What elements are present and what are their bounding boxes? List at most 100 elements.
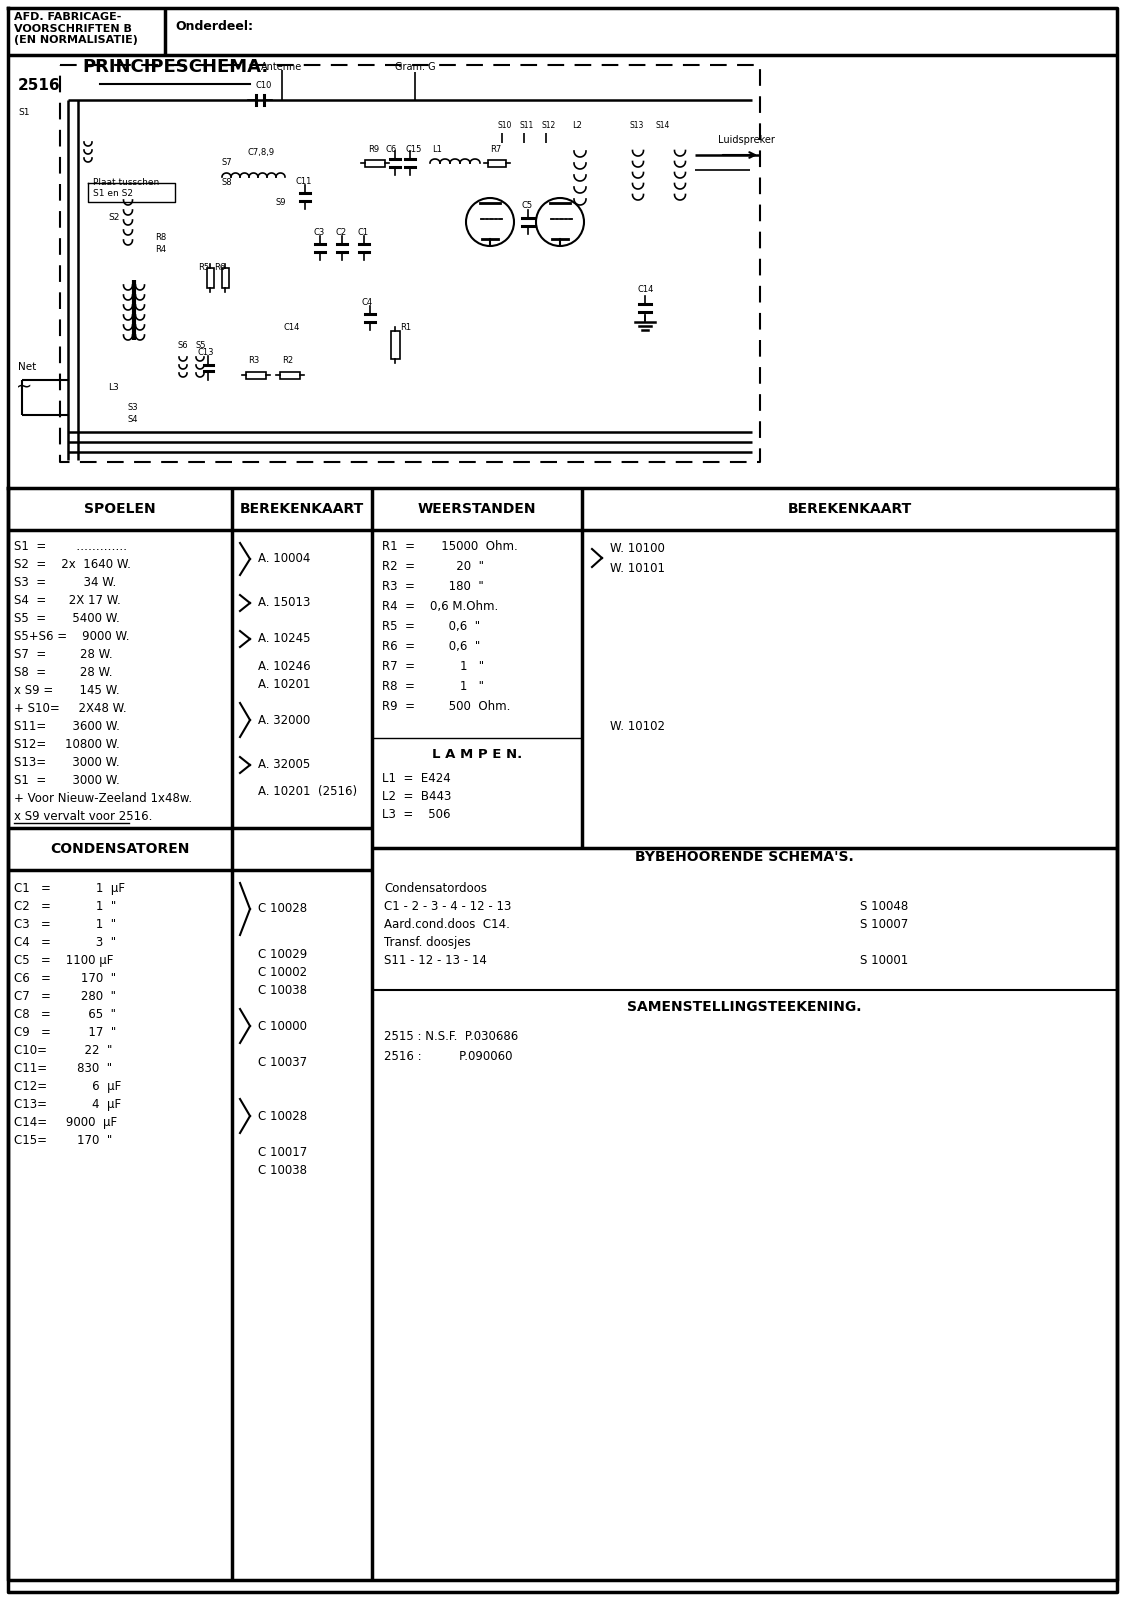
- Text: W. 10100: W. 10100: [610, 541, 665, 555]
- Text: R3  =         180  ": R3 = 180 ": [382, 579, 484, 594]
- Text: C1 - 2 - 3 - 4 - 12 - 13: C1 - 2 - 3 - 4 - 12 - 13: [384, 899, 512, 914]
- Text: L1  =  E424: L1 = E424: [382, 773, 451, 786]
- Text: S1  =        ………….: S1 = ………….: [14, 541, 127, 554]
- Text: C13: C13: [198, 349, 215, 357]
- Text: R9  =         500  Ohm.: R9 = 500 Ohm.: [382, 701, 511, 714]
- Text: S7  =         28 W.: S7 = 28 W.: [14, 648, 113, 661]
- Text: S11: S11: [520, 122, 534, 130]
- Text: R8  =            1   ": R8 = 1 ": [382, 680, 484, 693]
- Text: C6: C6: [385, 146, 396, 154]
- Bar: [222, 267, 228, 288]
- Text: L A M P E N.: L A M P E N.: [432, 749, 522, 762]
- Text: C10: C10: [255, 82, 271, 90]
- Text: C4   =            3  ": C4 = 3 ": [14, 936, 116, 949]
- Text: C3   =            1  ": C3 = 1 ": [14, 918, 116, 931]
- Text: BEREKENKAART: BEREKENKAART: [240, 502, 364, 515]
- Text: C2   =            1  ": C2 = 1 ": [14, 899, 116, 914]
- Text: S12: S12: [542, 122, 556, 130]
- Text: C14=     9000  μF: C14= 9000 μF: [14, 1117, 117, 1130]
- Text: C13=            4  μF: C13= 4 μF: [14, 1098, 122, 1110]
- Text: C 10028: C 10028: [258, 1109, 307, 1123]
- Text: Luidspreker: Luidspreker: [718, 134, 775, 146]
- Text: C11: C11: [296, 178, 313, 186]
- Bar: [246, 371, 266, 379]
- Text: S1  =       3000 W.: S1 = 3000 W.: [14, 774, 119, 787]
- Text: C 10029: C 10029: [258, 947, 307, 960]
- Text: A. 32000: A. 32000: [258, 714, 310, 726]
- Text: R9: R9: [368, 146, 379, 154]
- Text: C15: C15: [405, 146, 422, 154]
- Text: A. 10004: A. 10004: [258, 552, 310, 565]
- Text: S5+S6 =    9000 W.: S5+S6 = 9000 W.: [14, 630, 129, 643]
- Text: C9   =          17  ": C9 = 17 ": [14, 1026, 116, 1038]
- Text: C8   =          65  ": C8 = 65 ": [14, 1008, 116, 1021]
- Text: C 10000: C 10000: [258, 1019, 307, 1032]
- Text: SPOELEN: SPOELEN: [84, 502, 155, 515]
- Text: C4: C4: [362, 298, 374, 307]
- Text: S13: S13: [630, 122, 645, 130]
- Text: S1: S1: [18, 109, 29, 117]
- Text: R1  =       15000  Ohm.: R1 = 15000 Ohm.: [382, 541, 518, 554]
- Text: S6: S6: [178, 341, 189, 350]
- Text: L1: L1: [432, 146, 442, 154]
- Text: S2  =    2x  1640 W.: S2 = 2x 1640 W.: [14, 558, 130, 571]
- Text: + S10=     2X48 W.: + S10= 2X48 W.: [14, 702, 127, 715]
- Text: C3: C3: [313, 227, 324, 237]
- Text: C7   =        280  ": C7 = 280 ": [14, 990, 116, 1003]
- Text: S9: S9: [274, 198, 286, 206]
- Text: S3: S3: [128, 403, 138, 411]
- Text: C1: C1: [357, 227, 368, 237]
- Text: A. 10201  (2516): A. 10201 (2516): [258, 786, 357, 798]
- Text: C7,8,9: C7,8,9: [248, 149, 276, 157]
- Text: S8: S8: [222, 178, 233, 187]
- Text: C6   =        170  ": C6 = 170 ": [14, 971, 116, 986]
- Text: R2  =           20  ": R2 = 20 ": [382, 560, 484, 573]
- Bar: [364, 160, 385, 166]
- Text: A. 10245: A. 10245: [258, 632, 310, 645]
- Text: S 10007: S 10007: [860, 918, 908, 931]
- Text: A. 32005: A. 32005: [258, 758, 310, 771]
- Text: CONDENSATOREN: CONDENSATOREN: [51, 842, 190, 856]
- Text: L3: L3: [108, 382, 119, 392]
- Text: A. 15013: A. 15013: [258, 597, 310, 610]
- Text: S4  =      2X 17 W.: S4 = 2X 17 W.: [14, 594, 120, 606]
- Text: AFD. FABRICAGE-
VOORSCHRIFTEN B
(EN NORMALISATIE): AFD. FABRICAGE- VOORSCHRIFTEN B (EN NORM…: [14, 11, 138, 45]
- Text: S11=       3600 W.: S11= 3600 W.: [14, 720, 120, 733]
- Text: C11=        830  ": C11= 830 ": [14, 1062, 113, 1075]
- Text: S4: S4: [128, 414, 138, 424]
- Text: 2515 : N.S.F.  P.030686: 2515 : N.S.F. P.030686: [384, 1030, 519, 1043]
- Text: SAMENSTELLINGSTEEKENING.: SAMENSTELLINGSTEEKENING.: [628, 1000, 862, 1014]
- Text: Onderdeel:: Onderdeel:: [176, 19, 253, 34]
- Text: C5   =    1100 μF: C5 = 1100 μF: [14, 954, 114, 966]
- Text: R6  =         0,6  ": R6 = 0,6 ": [382, 640, 480, 653]
- Text: R5: R5: [198, 262, 209, 272]
- Text: W. 10101: W. 10101: [610, 562, 665, 574]
- Text: BEREKENKAART: BEREKENKAART: [788, 502, 911, 515]
- Text: S10: S10: [498, 122, 512, 130]
- Text: S14: S14: [655, 122, 669, 130]
- Text: Plaat tusschen: Plaat tusschen: [93, 178, 160, 187]
- Text: S11 - 12 - 13 - 14: S11 - 12 - 13 - 14: [384, 954, 487, 966]
- Text: C15=        170  ": C15= 170 ": [14, 1134, 113, 1147]
- Bar: [390, 331, 399, 358]
- Text: S12=     10800 W.: S12= 10800 W.: [14, 738, 119, 750]
- Text: PRINCIPESCHEMA.: PRINCIPESCHEMA.: [82, 58, 268, 75]
- Text: Net: Net: [18, 362, 36, 371]
- Text: S5: S5: [196, 341, 207, 350]
- Text: S1 en S2: S1 en S2: [93, 189, 133, 198]
- Text: R3: R3: [248, 357, 259, 365]
- Text: L3  =    506: L3 = 506: [382, 808, 450, 821]
- Text: W. 10102: W. 10102: [610, 720, 665, 733]
- Text: S 10048: S 10048: [860, 899, 908, 914]
- Text: R7  =            1   ": R7 = 1 ": [382, 659, 484, 674]
- Text: C 10002: C 10002: [258, 965, 307, 979]
- Text: Aard.cond.doos  C14.: Aard.cond.doos C14.: [384, 918, 510, 931]
- Text: Condensatordoos: Condensatordoos: [384, 882, 487, 894]
- Text: C 10038: C 10038: [258, 1163, 307, 1176]
- Text: S8  =         28 W.: S8 = 28 W.: [14, 666, 113, 678]
- Text: C12=            6  μF: C12= 6 μF: [14, 1080, 122, 1093]
- Text: C 10037: C 10037: [258, 1056, 307, 1069]
- Text: C10=          22  ": C10= 22 ": [14, 1043, 113, 1058]
- Text: S 10001: S 10001: [860, 954, 908, 966]
- Text: R4: R4: [155, 245, 166, 254]
